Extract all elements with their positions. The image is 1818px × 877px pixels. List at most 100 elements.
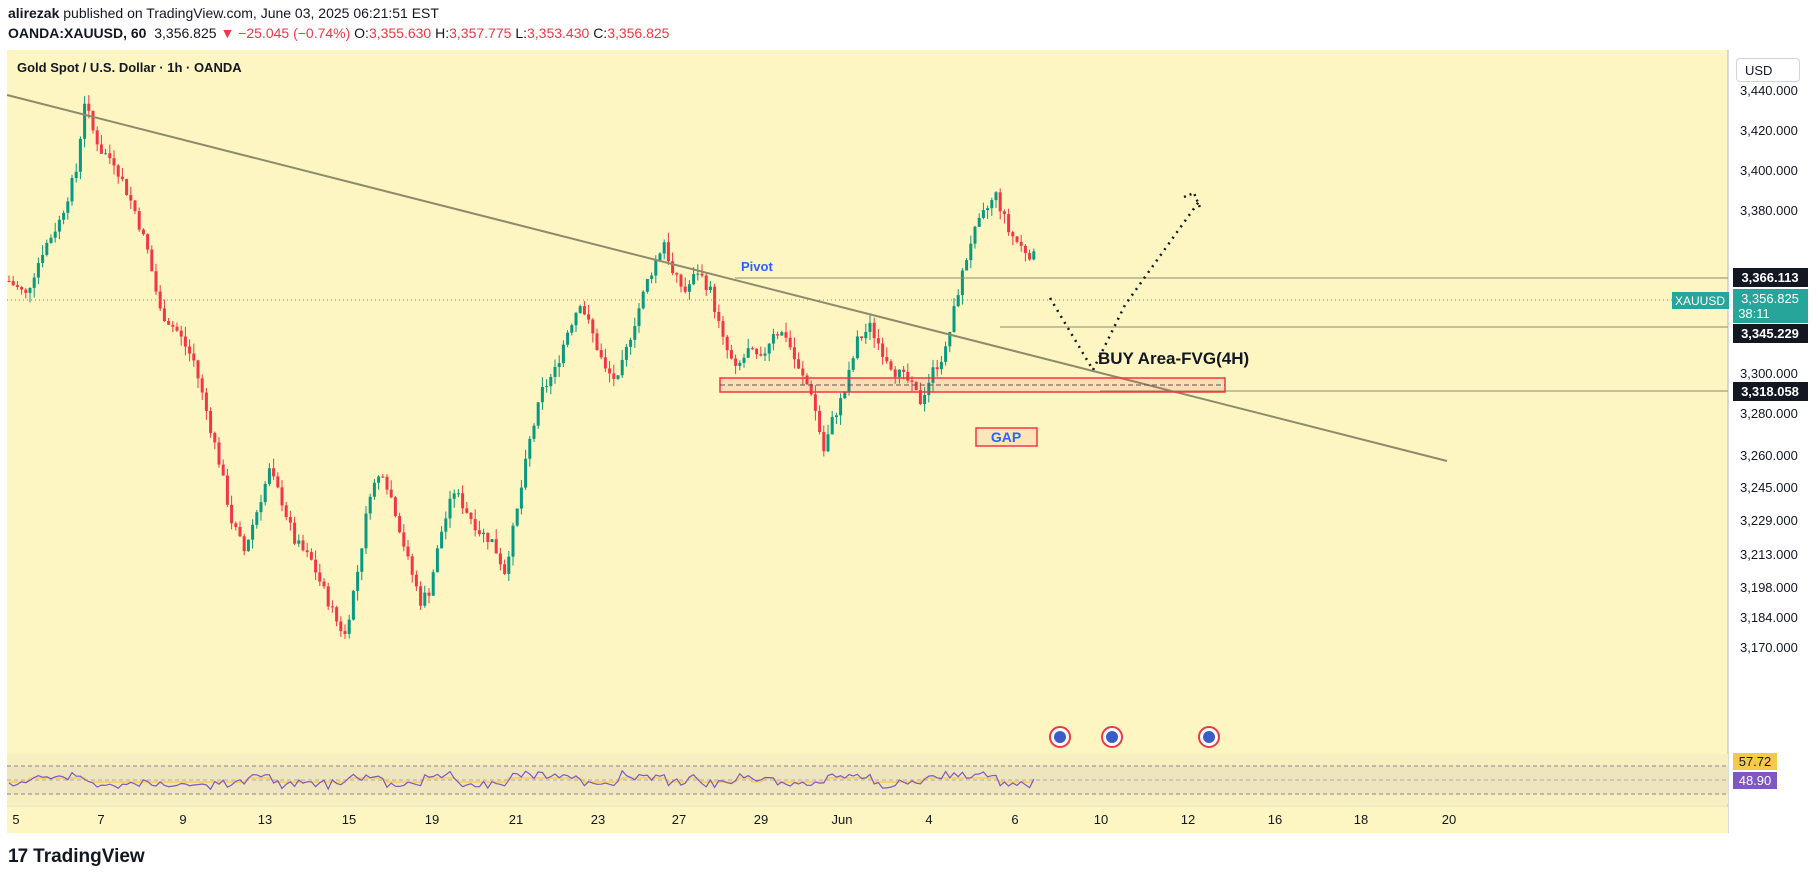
candle-body: [419, 586, 423, 606]
candle-body: [742, 357, 746, 363]
candle-body: [553, 366, 557, 377]
candle-body: [759, 354, 763, 356]
candle-body: [969, 243, 973, 261]
price-tag-3345-text: 3,345.229: [1741, 326, 1799, 341]
candle-body: [24, 289, 28, 293]
time-tick-label: 29: [754, 812, 768, 827]
candle-body: [1015, 236, 1019, 242]
close-label: C:: [593, 25, 608, 41]
candle-body: [20, 286, 24, 290]
candle-body: [74, 171, 78, 179]
candle-body: [876, 338, 880, 344]
candle-body: [897, 369, 901, 377]
symbol-tag-text: XAUUSD: [1675, 294, 1725, 308]
time-tick-label: 6: [1011, 812, 1018, 827]
price-tick-label: 3,380.000: [1740, 203, 1798, 218]
time-tick-label: 20: [1442, 812, 1456, 827]
candle-body: [603, 357, 607, 369]
candle-body: [637, 308, 641, 327]
candle-body: [318, 572, 322, 582]
candle-body: [503, 564, 507, 574]
chart-pane[interactable]: [7, 50, 1728, 833]
tradingview-logo-icon: 17: [8, 846, 28, 867]
candle-body: [137, 211, 141, 230]
candle-body: [738, 362, 742, 366]
event-flag-2[interactable]: [1101, 726, 1123, 748]
price-tag-3366-text: 3,366.113: [1741, 270, 1798, 285]
candle-body: [507, 556, 511, 574]
price-tick-label: 3,198.000: [1740, 580, 1798, 595]
candle-body: [276, 476, 280, 488]
candle-body: [540, 387, 544, 403]
candle-body: [62, 212, 66, 220]
author-name[interactable]: alirezak: [8, 5, 60, 21]
event-flag-1[interactable]: [1049, 726, 1071, 748]
rsi-pane[interactable]: [7, 754, 1728, 804]
open-value: 3,355.630: [368, 25, 432, 41]
candle-body: [864, 331, 868, 339]
candle-body: [141, 229, 145, 235]
candle-body: [944, 346, 948, 362]
candle-body: [679, 274, 683, 287]
candle-body: [204, 392, 208, 411]
candle-body: [713, 286, 717, 312]
candle-body: [1011, 232, 1015, 237]
candle-body: [238, 527, 242, 537]
candle-body: [893, 369, 897, 377]
close-value: 3,356.825: [607, 25, 670, 41]
candle-body: [981, 210, 985, 218]
candle-body: [519, 487, 523, 509]
event-flag-3[interactable]: [1198, 726, 1220, 748]
trendline[interactable]: [6, 94, 1448, 462]
candle-body: [473, 519, 477, 531]
candle-body: [53, 231, 57, 238]
candle-body: [482, 532, 486, 535]
footer-brand[interactable]: 17 TradingView: [8, 846, 145, 868]
candle-body: [377, 476, 381, 483]
gap-box[interactable]: [975, 427, 1038, 447]
candle-body: [935, 367, 939, 370]
candle-body: [154, 271, 158, 292]
candle-body: [356, 571, 360, 591]
candle-body: [524, 458, 528, 488]
candle-body: [288, 517, 292, 523]
candle-body: [834, 415, 838, 418]
candle-body: [994, 192, 998, 201]
time-tick-label: 5: [12, 812, 19, 827]
candle-body: [776, 334, 780, 336]
currency-selector[interactable]: USD: [1736, 58, 1800, 82]
symbol-label[interactable]: OANDA:XAUUSD, 60: [8, 25, 147, 41]
rsi-value-tag-1: [1733, 753, 1777, 770]
candle-body: [221, 464, 225, 476]
candles: [7, 95, 1036, 639]
price-change: ▼ −25.045 (−0.74%): [220, 25, 351, 41]
candle-body: [973, 226, 977, 244]
price-tick-label: 3,440.000: [1740, 83, 1798, 98]
candle-body: [595, 333, 599, 351]
candle-body: [347, 619, 351, 634]
candle-body: [70, 178, 74, 202]
candle-body: [490, 539, 494, 543]
candle-body: [658, 253, 662, 261]
candle-body: [410, 556, 414, 575]
candle-body: [15, 285, 19, 287]
candle-body: [511, 525, 515, 557]
time-tick-label: 27: [672, 812, 686, 827]
candle-body: [309, 552, 313, 560]
candle-body: [255, 512, 259, 525]
candle-body: [183, 336, 187, 347]
time-tick-label: 12: [1181, 812, 1195, 827]
candle-body: [918, 390, 922, 405]
projected-path[interactable]: [1048, 199, 1202, 373]
candle-body: [423, 592, 427, 606]
candle-body: [939, 361, 943, 370]
time-ticks: 5 7 9 13 15 19 21 23 27 29 Jun 4 6 10 12 16 18 20: [12, 812, 1456, 827]
candle-body: [435, 548, 439, 573]
candle-body: [414, 574, 418, 587]
price-axis[interactable]: [1729, 50, 1811, 833]
candle-body: [372, 482, 376, 497]
candle-body: [225, 475, 229, 505]
time-axis[interactable]: [7, 807, 1728, 833]
candle-body: [293, 522, 297, 544]
